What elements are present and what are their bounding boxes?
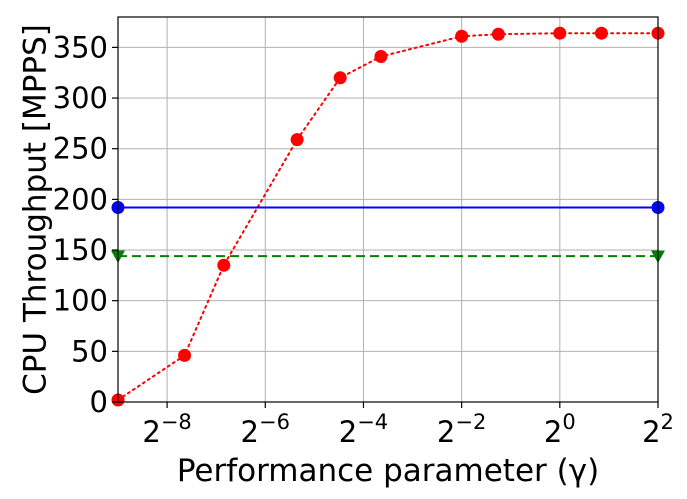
x-tick-label: 2−6	[241, 410, 290, 449]
series-1-point	[178, 348, 192, 362]
series-1-point	[374, 50, 388, 64]
y-tick-label: 100	[53, 284, 108, 318]
x-axis-label: Performance parameter (γ)	[177, 453, 599, 489]
x-tick-label: 2−2	[437, 410, 486, 449]
series-1-point	[290, 133, 304, 147]
y-tick-label: 300	[53, 81, 108, 115]
y-tick-label: 200	[53, 182, 108, 216]
x-tick-label: 20	[544, 410, 576, 449]
series-1-point	[553, 26, 567, 40]
x-tick-label: 22	[642, 410, 674, 449]
series-1-point	[491, 27, 505, 41]
y-tick-label: 150	[53, 233, 108, 267]
series-1-point	[333, 71, 347, 85]
ticks: 0 50 100 150 200 250 300 350 2−8 2−6 2−4 2−2 20 22	[53, 30, 674, 449]
series-1	[111, 26, 665, 407]
series-1-point	[217, 258, 231, 272]
y-tick-label: 350	[53, 30, 108, 64]
y-tick-label: 50	[71, 334, 108, 368]
plot-frame	[117, 16, 659, 403]
series-1-point	[594, 26, 608, 40]
y-tick-label: 250	[53, 132, 108, 166]
y-tick-label: 0	[90, 385, 108, 419]
y-axis-label: CPU Throughput [MPPS]	[18, 24, 54, 395]
x-tick-label: 2−8	[142, 410, 191, 449]
series-1-point	[455, 29, 469, 43]
x-tick-label: 2−4	[339, 410, 388, 449]
